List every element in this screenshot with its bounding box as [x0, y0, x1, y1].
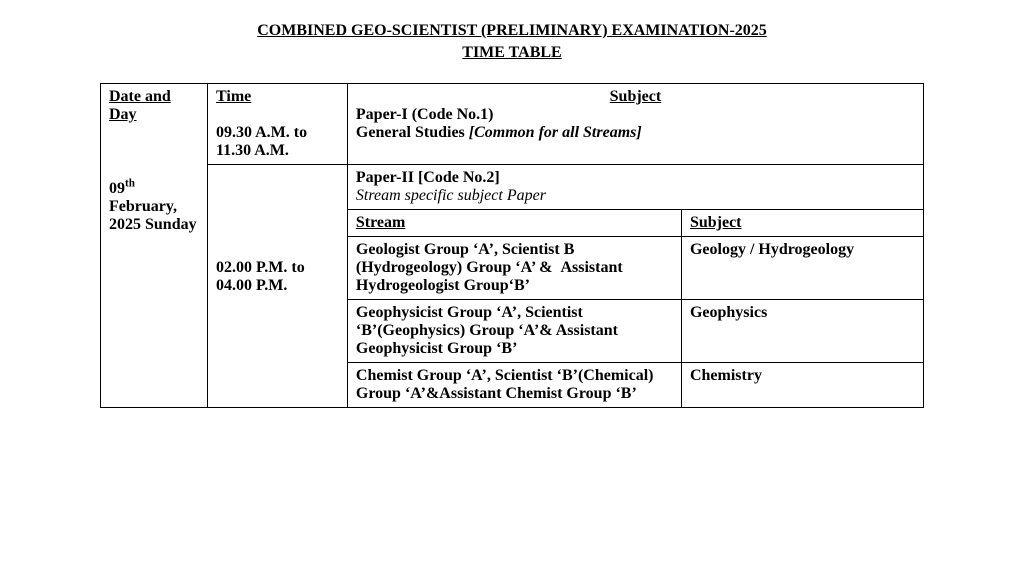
date-day-header: Date and Day [109, 88, 171, 123]
subject-header-cell: Subject [681, 209, 923, 236]
table-header-row: Date and Day 09th February, 2025 Sunday … [101, 83, 924, 164]
time-cell-1: Time 09.30 A.M. to 11.30 A.M. [207, 83, 347, 164]
stream-header-row: Stream Subject [348, 209, 923, 236]
paper2-line: Paper-II [Code No.2] [356, 169, 500, 186]
stream-table: Stream Subject Geologist Group ‘A’, Scie… [348, 209, 923, 407]
time-header: Time [216, 88, 251, 105]
paper1-line: Paper-I (Code No.1) [356, 106, 494, 123]
subject-header-1: Subject [610, 88, 662, 105]
time-cell-2: 02.00 P.M. to 04.00 P.M. [207, 164, 347, 407]
stream-subject-cell: Chemistry [681, 362, 923, 407]
date-value: 09th February, 2025 Sunday [109, 180, 197, 233]
stream-subject-cell: Geology / Hydrogeology [681, 236, 923, 299]
paper1-subject: General Studies [356, 124, 469, 141]
session2-time: 02.00 P.M. to 04.00 P.M. [216, 259, 305, 294]
session1-time: 09.30 A.M. to 11.30 A.M. [216, 124, 307, 159]
title-line1: COMBINED GEO-SCIENTIST (PRELIMINARY) EXA… [257, 22, 767, 39]
stream-row: Chemist Group ‘A’, Scientist ‘B’(Chemica… [348, 362, 923, 407]
stream-row: Geophysicist Group ‘A’, Scientist ‘B’(Ge… [348, 299, 923, 362]
stream-cell: Geologist Group ‘A’, Scientist B (Hydrog… [348, 236, 682, 299]
paper2-note: Stream specific subject Paper [356, 187, 546, 204]
document-title: COMBINED GEO-SCIENTIST (PRELIMINARY) EXA… [100, 20, 924, 65]
stream-row: Geologist Group ‘A’, Scientist B (Hydrog… [348, 236, 923, 299]
stream-subject-cell: Geophysics [681, 299, 923, 362]
paper1-note: [Common for all Streams] [469, 124, 642, 141]
stream-header-cell: Stream [348, 209, 682, 236]
subject-cell-2: Paper-II [Code No.2] Stream specific sub… [347, 164, 923, 407]
stream-cell: Chemist Group ‘A’, Scientist ‘B’(Chemica… [348, 362, 682, 407]
timetable: Date and Day 09th February, 2025 Sunday … [100, 83, 924, 408]
stream-cell: Geophysicist Group ‘A’, Scientist ‘B’(Ge… [348, 299, 682, 362]
session2-row: 02.00 P.M. to 04.00 P.M. Paper-II [Code … [101, 164, 924, 407]
title-line2: TIME TABLE [462, 44, 561, 61]
subject-cell-1: Subject Paper-I (Code No.1) General Stud… [347, 83, 923, 164]
date-day-cell: Date and Day 09th February, 2025 Sunday [101, 83, 208, 407]
